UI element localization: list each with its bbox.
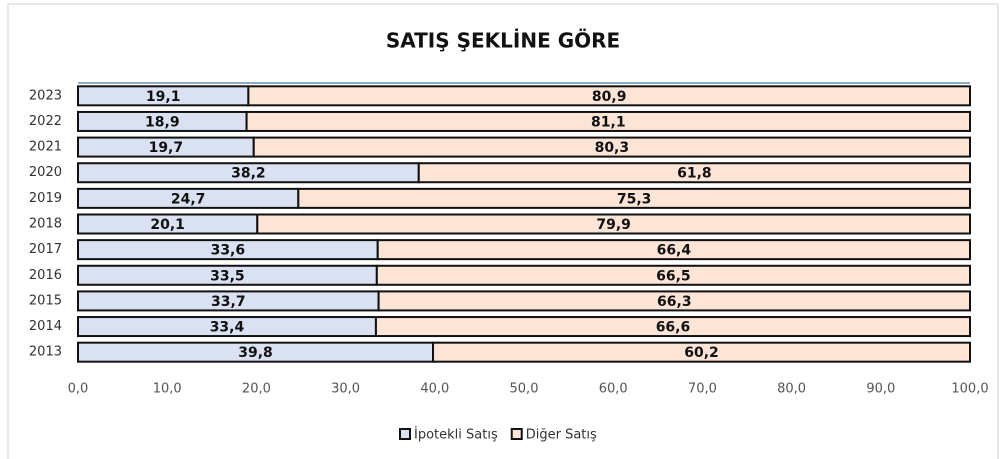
bar-segment <box>375 264 971 286</box>
data-label: 81,1 <box>591 114 626 130</box>
legend-swatch <box>399 428 411 440</box>
bar-segment <box>377 290 971 312</box>
data-label: 33,4 <box>210 320 245 336</box>
data-label: 66,6 <box>656 320 691 336</box>
data-label: 39,8 <box>238 345 273 361</box>
data-label: 66,5 <box>656 268 691 284</box>
data-label: 66,4 <box>657 243 692 259</box>
bar-segment <box>374 316 972 338</box>
data-label: 33,6 <box>211 243 246 259</box>
bar-segment <box>417 162 971 184</box>
data-label: 18,9 <box>145 114 180 130</box>
data-label: 20,1 <box>150 217 185 233</box>
x-tick-label: 60,0 <box>599 382 628 397</box>
data-label: 75,3 <box>617 191 652 207</box>
x-tick-label: 30,0 <box>331 382 360 397</box>
bar-segment <box>252 136 971 158</box>
data-label: 24,7 <box>171 191 206 207</box>
y-tick-label: 2018 <box>29 217 62 232</box>
data-label: 33,5 <box>210 268 245 284</box>
y-tick-label: 2020 <box>29 165 62 180</box>
bar-segment <box>247 85 971 107</box>
y-tick-label: 2013 <box>29 345 62 360</box>
chart-title: SATIŞ ŞEKLİNE GÖRE <box>386 29 620 53</box>
data-label: 80,9 <box>592 89 627 105</box>
x-tick-label: 90,0 <box>866 382 895 397</box>
y-tick-label: 2015 <box>29 293 62 308</box>
data-label: 79,9 <box>596 217 631 233</box>
data-label: 33,7 <box>211 294 246 310</box>
bar-segment <box>245 110 971 132</box>
data-label: 19,7 <box>149 140 184 156</box>
legend-swatch <box>510 428 523 440</box>
bar-segment <box>376 239 972 261</box>
data-label: 38,2 <box>231 166 266 182</box>
bar-segment <box>297 187 972 209</box>
x-tick-label: 10,0 <box>153 382 182 397</box>
y-tick-label: 2021 <box>29 140 62 155</box>
data-label: 19,1 <box>146 89 181 105</box>
y-tick-label: 2016 <box>29 268 62 283</box>
y-tick-label: 2019 <box>29 191 62 206</box>
x-tick-label: 50,0 <box>510 382 539 397</box>
legend-label: Diğer Satış <box>526 428 597 443</box>
data-label: 60,2 <box>684 345 719 361</box>
y-tick-label: 2022 <box>29 114 62 129</box>
x-tick-label: 40,0 <box>420 382 449 397</box>
bar-segment <box>432 341 971 363</box>
data-label: 80,3 <box>595 140 630 156</box>
data-label: 61,8 <box>677 166 712 182</box>
y-tick-label: 2014 <box>29 319 62 334</box>
bar-segment <box>256 213 971 235</box>
data-label: 66,3 <box>657 294 692 310</box>
y-tick-label: 2023 <box>29 88 62 103</box>
x-tick-label: 0,0 <box>68 382 89 397</box>
x-tick-label: 100,0 <box>951 382 988 397</box>
x-tick-label: 80,0 <box>777 382 806 397</box>
chart-frame <box>7 3 999 459</box>
y-tick-label: 2017 <box>29 242 62 257</box>
legend-label: İpotekli Satış <box>414 427 498 443</box>
x-tick-label: 20,0 <box>242 382 271 397</box>
x-tick-label: 70,0 <box>688 382 717 397</box>
